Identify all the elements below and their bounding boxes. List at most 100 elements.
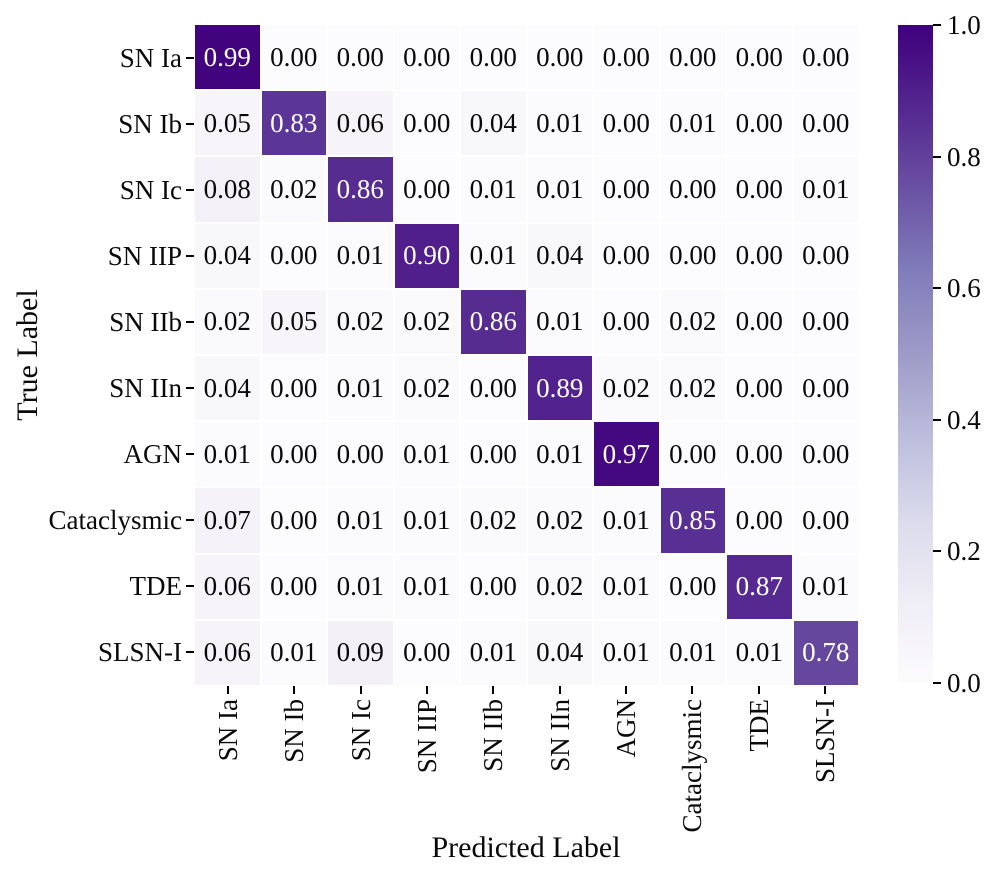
heatmap-cell: 0.00 bbox=[261, 355, 326, 421]
y-tick-label: Cataclysmic bbox=[48, 504, 182, 535]
heatmap-cell: 0.05 bbox=[195, 91, 260, 156]
heatmap-cell: 0.00 bbox=[394, 157, 459, 222]
heatmap-cell: 0.01 bbox=[328, 223, 393, 288]
heatmap-cell: 0.00 bbox=[793, 289, 858, 354]
heatmap-cell: 0.01 bbox=[328, 554, 393, 619]
heatmap-cell: 0.04 bbox=[527, 223, 592, 288]
x-axis-title: Predicted Label bbox=[431, 831, 621, 864]
heatmap-cell: 0.00 bbox=[594, 25, 659, 90]
heatmap-cell: 0.01 bbox=[394, 554, 459, 619]
heatmap-cell: 0.83 bbox=[261, 91, 326, 156]
heatmap-cell: 0.01 bbox=[461, 157, 526, 222]
heatmap-cell: 0.00 bbox=[727, 289, 792, 354]
y-tick-label: AGN bbox=[123, 438, 183, 469]
heatmap-cell: 0.01 bbox=[527, 91, 592, 156]
heatmap-cell: 0.86 bbox=[461, 289, 526, 354]
colorbar-tick-mark bbox=[933, 682, 941, 684]
heatmap-cell: 0.04 bbox=[461, 91, 526, 156]
colorbar-tick-mark bbox=[933, 24, 941, 26]
heatmap-cell: 0.00 bbox=[793, 422, 858, 487]
heatmap-cell: 0.06 bbox=[195, 620, 260, 685]
heatmap-cell: 0.00 bbox=[261, 25, 326, 90]
colorbar-tick-mark bbox=[933, 418, 941, 421]
heatmap-cell: 0.00 bbox=[594, 157, 659, 222]
colorbar-tick-mark bbox=[933, 550, 941, 553]
heatmap-cell: 0.01 bbox=[195, 422, 260, 487]
heatmap-cell: 0.01 bbox=[461, 223, 526, 288]
y-tick-mark bbox=[186, 585, 194, 587]
heatmap-cell: 0.02 bbox=[527, 488, 592, 553]
colorbar-tick-label: 0.6 bbox=[947, 273, 981, 304]
heatmap-cell: 0.00 bbox=[727, 488, 792, 553]
x-tick-mark bbox=[757, 686, 760, 694]
y-tick-mark bbox=[186, 123, 194, 125]
heatmap-cell: 0.00 bbox=[394, 620, 459, 685]
heatmap-cell: 0.00 bbox=[594, 91, 659, 156]
colorbar-tick-label: 0.8 bbox=[947, 141, 981, 172]
heatmap-cell: 0.01 bbox=[527, 157, 592, 222]
x-tick-mark bbox=[227, 686, 230, 694]
heatmap-cell: 0.90 bbox=[394, 223, 459, 288]
heatmap-cell: 0.01 bbox=[793, 157, 858, 222]
y-tick-label: TDE bbox=[129, 570, 182, 601]
y-tick-label: SN IIP bbox=[107, 240, 182, 271]
x-tick-label: SN Ia bbox=[213, 699, 244, 762]
heatmap-cell: 0.02 bbox=[394, 355, 459, 421]
heatmap-cell: 0.00 bbox=[461, 355, 526, 421]
heatmap-cell: 0.02 bbox=[394, 289, 459, 354]
heatmap-cell: 0.02 bbox=[195, 289, 260, 354]
x-tick-mark bbox=[359, 686, 362, 694]
heatmap-cell: 0.02 bbox=[461, 488, 526, 553]
heatmap-cell: 0.01 bbox=[527, 289, 592, 354]
heatmap-cell: 0.01 bbox=[394, 422, 459, 487]
heatmap-cell: 0.00 bbox=[727, 157, 792, 222]
heatmap-cell: 0.02 bbox=[660, 289, 725, 354]
heatmap-cell: 0.00 bbox=[793, 223, 858, 288]
y-tick-mark bbox=[186, 255, 194, 257]
heatmap-cell: 0.02 bbox=[660, 355, 725, 421]
heatmap-cell: 0.00 bbox=[660, 25, 725, 90]
x-tick-mark bbox=[492, 686, 495, 694]
heatmap-cell: 0.00 bbox=[660, 157, 725, 222]
heatmap-cell: 0.01 bbox=[328, 355, 393, 421]
y-tick-mark bbox=[186, 387, 194, 389]
y-tick-mark bbox=[186, 189, 194, 191]
x-tick-mark bbox=[823, 686, 826, 694]
heatmap-cell: 0.01 bbox=[328, 488, 393, 553]
heatmap-cell: 0.00 bbox=[727, 355, 792, 421]
y-tick-mark bbox=[186, 651, 194, 653]
heatmap-cell: 0.78 bbox=[793, 620, 858, 685]
heatmap-cell: 0.00 bbox=[328, 25, 393, 90]
heatmap-cell: 0.04 bbox=[527, 620, 592, 685]
heatmap-cell: 0.00 bbox=[394, 25, 459, 90]
y-tick-mark bbox=[186, 453, 194, 455]
heatmap-cell: 0.04 bbox=[195, 223, 260, 288]
heatmap-cell: 0.08 bbox=[195, 157, 260, 222]
heatmap-cell: 0.01 bbox=[261, 620, 326, 685]
heatmap-cell: 0.01 bbox=[594, 620, 659, 685]
heatmap-cell: 0.00 bbox=[261, 422, 326, 487]
x-tick-mark bbox=[426, 686, 429, 694]
colorbar-tick-label: 1.0 bbox=[947, 10, 981, 40]
heatmap-cell: 0.01 bbox=[660, 620, 725, 685]
heatmap-cell: 0.01 bbox=[461, 620, 526, 685]
colorbar-tick-mark bbox=[933, 287, 941, 290]
heatmap-cell: 0.02 bbox=[594, 355, 659, 421]
x-tick-label: TDE bbox=[743, 699, 774, 752]
heatmap-cell: 0.01 bbox=[594, 554, 659, 619]
heatmap-cell: 0.00 bbox=[660, 554, 725, 619]
heatmap-cell: 0.02 bbox=[328, 289, 393, 354]
heatmap-cell: 0.00 bbox=[727, 91, 792, 156]
heatmap-cell: 0.00 bbox=[793, 488, 858, 553]
heatmap-cell: 0.07 bbox=[195, 488, 260, 553]
colorbar-tick-label: 0.0 bbox=[947, 668, 981, 698]
heatmap-cell: 0.02 bbox=[527, 554, 592, 619]
x-tick-label: SLSN-I bbox=[809, 699, 840, 784]
heatmap-cell: 0.00 bbox=[793, 25, 858, 90]
heatmap-cell: 0.09 bbox=[328, 620, 393, 685]
y-tick-label: SN Ic bbox=[119, 174, 182, 205]
heatmap-cell: 0.00 bbox=[527, 25, 592, 90]
x-tick-mark bbox=[691, 686, 694, 694]
heatmap-cell: 0.00 bbox=[461, 422, 526, 487]
